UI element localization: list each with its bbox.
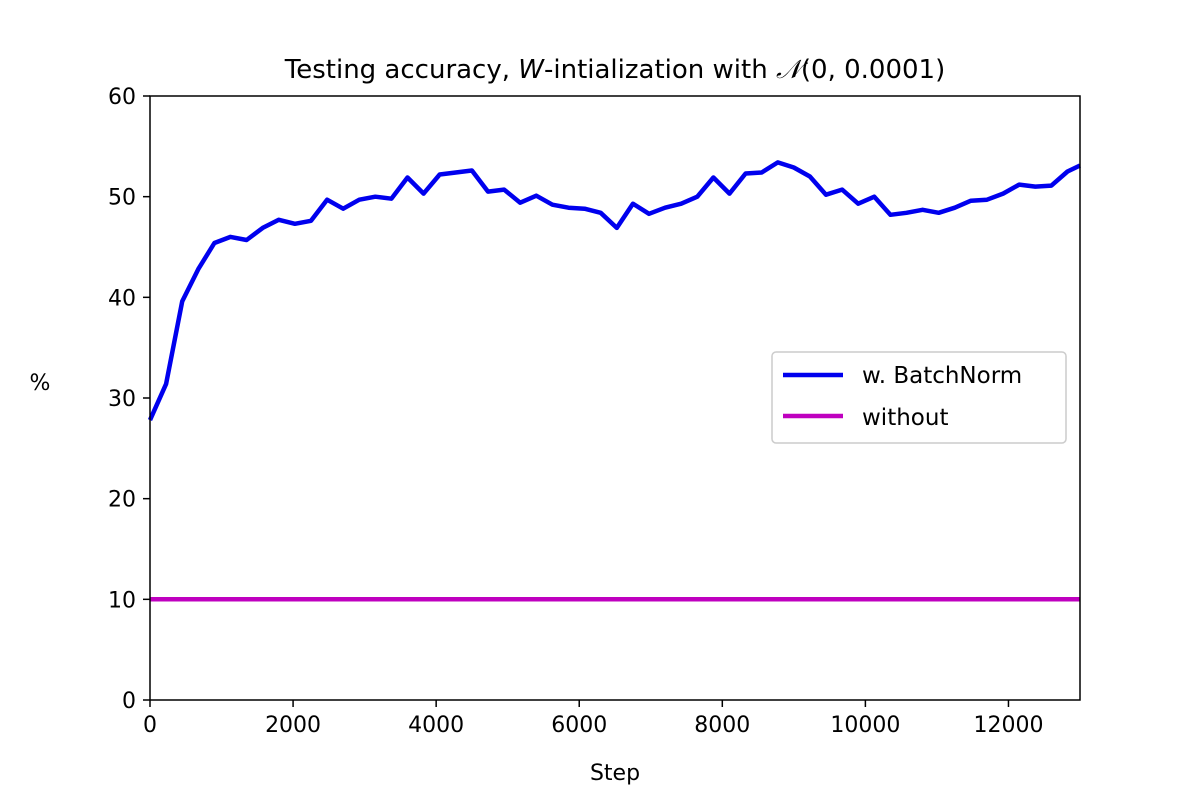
x-tick-label: 6000 bbox=[551, 713, 607, 738]
chart-title-prefix: Testing accuracy, bbox=[284, 55, 519, 85]
x-tick-label: 12000 bbox=[973, 713, 1043, 738]
y-tick-label: 40 bbox=[108, 286, 136, 311]
legend-box bbox=[771, 351, 1067, 444]
x-tick-label: 8000 bbox=[694, 713, 750, 738]
chart-title: Testing accuracy, W-intialization with 𝒩… bbox=[284, 55, 945, 85]
chart-title-var: W bbox=[518, 55, 545, 85]
legend-label-batchnorm: w. BatchNorm bbox=[862, 363, 1022, 389]
series-line-0 bbox=[147, 160, 1081, 422]
legend: w. BatchNorm without bbox=[771, 351, 1067, 444]
x-axis-label: Step bbox=[590, 761, 640, 786]
x-axis-ticks: 0 2000 4000 6000 8000 10000 12000 bbox=[143, 700, 1043, 738]
x-tick-label: 10000 bbox=[830, 713, 900, 738]
y-tick-label: 10 bbox=[108, 588, 136, 613]
x-tick-label: 0 bbox=[143, 713, 157, 738]
y-tick-label: 50 bbox=[108, 186, 136, 211]
chart-title-middle: -intialization with bbox=[544, 55, 776, 85]
y-axis-label: % bbox=[30, 371, 51, 396]
y-axis-ticks: 0 10 20 30 40 50 60 bbox=[108, 85, 150, 714]
y-tick-label: 60 bbox=[108, 85, 136, 110]
y-tick-label: 30 bbox=[108, 387, 136, 412]
legend-label-without: without bbox=[862, 405, 948, 431]
y-tick-label: 0 bbox=[122, 689, 136, 714]
x-tick-label: 2000 bbox=[265, 713, 321, 738]
series-layer bbox=[147, 160, 1081, 602]
y-tick-label: 20 bbox=[108, 488, 136, 513]
x-tick-label: 4000 bbox=[408, 713, 464, 738]
chart-title-params: (0, 0.0001) bbox=[801, 55, 945, 85]
